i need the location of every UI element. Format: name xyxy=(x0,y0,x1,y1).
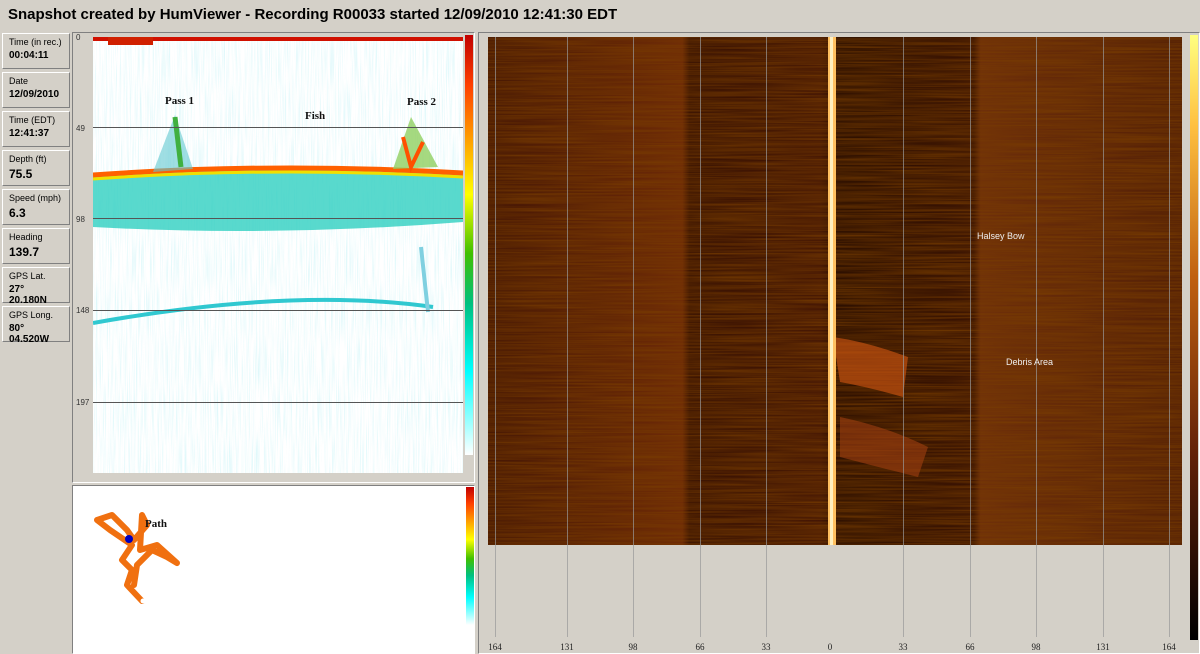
info-box-time-edt: Time (EDT) 12:41:37 xyxy=(2,111,70,147)
info-label: Date xyxy=(9,76,29,86)
range-tick: 164 xyxy=(1162,642,1176,652)
depth-gridline xyxy=(93,127,463,128)
range-tick: 131 xyxy=(1096,642,1110,652)
range-tick: 0 xyxy=(827,642,833,652)
depth-tick: 98 xyxy=(76,215,85,224)
range-gridline xyxy=(700,37,701,637)
annotation-pass-2: Pass 2 xyxy=(407,96,437,108)
info-label: GPS Long. xyxy=(9,310,54,320)
depth-tick: 49 xyxy=(76,124,85,133)
info-box-gps-long: GPS Long. 80° 04.520W xyxy=(2,306,70,345)
path-track xyxy=(94,512,180,604)
range-gridline xyxy=(903,37,904,637)
info-value: 75.5 xyxy=(9,167,33,181)
info-label: GPS Lat. xyxy=(9,271,46,281)
range-tick: 98 xyxy=(628,642,638,652)
range-gridline xyxy=(1103,37,1104,637)
down-imaging-view xyxy=(93,37,463,473)
range-tick: 98 xyxy=(1031,642,1041,652)
down-color-scale xyxy=(465,35,473,455)
path-start-icon xyxy=(140,598,146,604)
info-value: 00:04:11 xyxy=(9,50,49,61)
info-value: 80° 04.520W xyxy=(9,323,50,345)
path-label: Path xyxy=(145,518,167,530)
range-tick: 33 xyxy=(898,642,908,652)
range-tick: 66 xyxy=(965,642,975,652)
depth-gridline xyxy=(93,402,463,403)
info-label: Depth (ft) xyxy=(9,154,47,164)
info-box-date: Date 12/09/2010 xyxy=(2,72,70,108)
range-gridline xyxy=(970,37,971,637)
info-label: Heading xyxy=(9,232,43,242)
depth-tick: 148 xyxy=(76,306,90,315)
info-box-gps-lat: GPS Lat. 27° 20.180N xyxy=(2,267,70,306)
info-value: 6.3 xyxy=(9,206,26,220)
annotation-fish: Fish xyxy=(305,110,326,122)
range-tick: 33 xyxy=(761,642,771,652)
range-gridline xyxy=(1036,37,1037,637)
range-gridline xyxy=(633,37,634,637)
window-title: Snapshot created by HumViewer - Recordin… xyxy=(8,6,618,23)
side-imaging-view xyxy=(488,37,1182,545)
range-tick: 131 xyxy=(560,642,574,652)
range-gridline xyxy=(766,37,767,637)
info-box-time-in-rec: Time (in rec.) 00:04:11 xyxy=(2,33,70,69)
info-value: 139.7 xyxy=(9,245,40,259)
info-box-speed-mph: Speed (mph) 6.3 xyxy=(2,189,70,225)
range-tick: 164 xyxy=(488,642,502,652)
path-color-scale xyxy=(466,487,474,625)
depth-gridline xyxy=(93,218,463,219)
range-gridline xyxy=(495,37,496,637)
range-gridline xyxy=(1169,37,1170,637)
range-gridline xyxy=(567,37,568,637)
annotation-halsey-bow: Halsey Bow xyxy=(977,231,1025,241)
depth-gridline xyxy=(93,310,463,311)
info-label: Speed (mph) xyxy=(9,193,62,203)
info-label: Time (EDT) xyxy=(9,115,56,125)
annotation-debris-area: Debris Area xyxy=(1006,357,1054,367)
side-color-scale xyxy=(1190,35,1198,640)
info-value: 27° 20.180N xyxy=(9,284,47,306)
depth-tick: 197 xyxy=(76,398,90,407)
info-box-depth-ft: Depth (ft) 75.5 xyxy=(2,150,70,186)
depth-tick: 0 xyxy=(76,33,81,42)
info-box-heading: Heading 139.7 xyxy=(2,228,70,264)
info-label: Time (in rec.) xyxy=(9,37,62,47)
info-value: 12/09/2010 xyxy=(9,89,60,100)
boat-position-icon xyxy=(125,535,133,543)
info-value: 12:41:37 xyxy=(9,128,50,139)
range-tick: 66 xyxy=(695,642,705,652)
annotation-pass-1: Pass 1 xyxy=(165,95,195,107)
